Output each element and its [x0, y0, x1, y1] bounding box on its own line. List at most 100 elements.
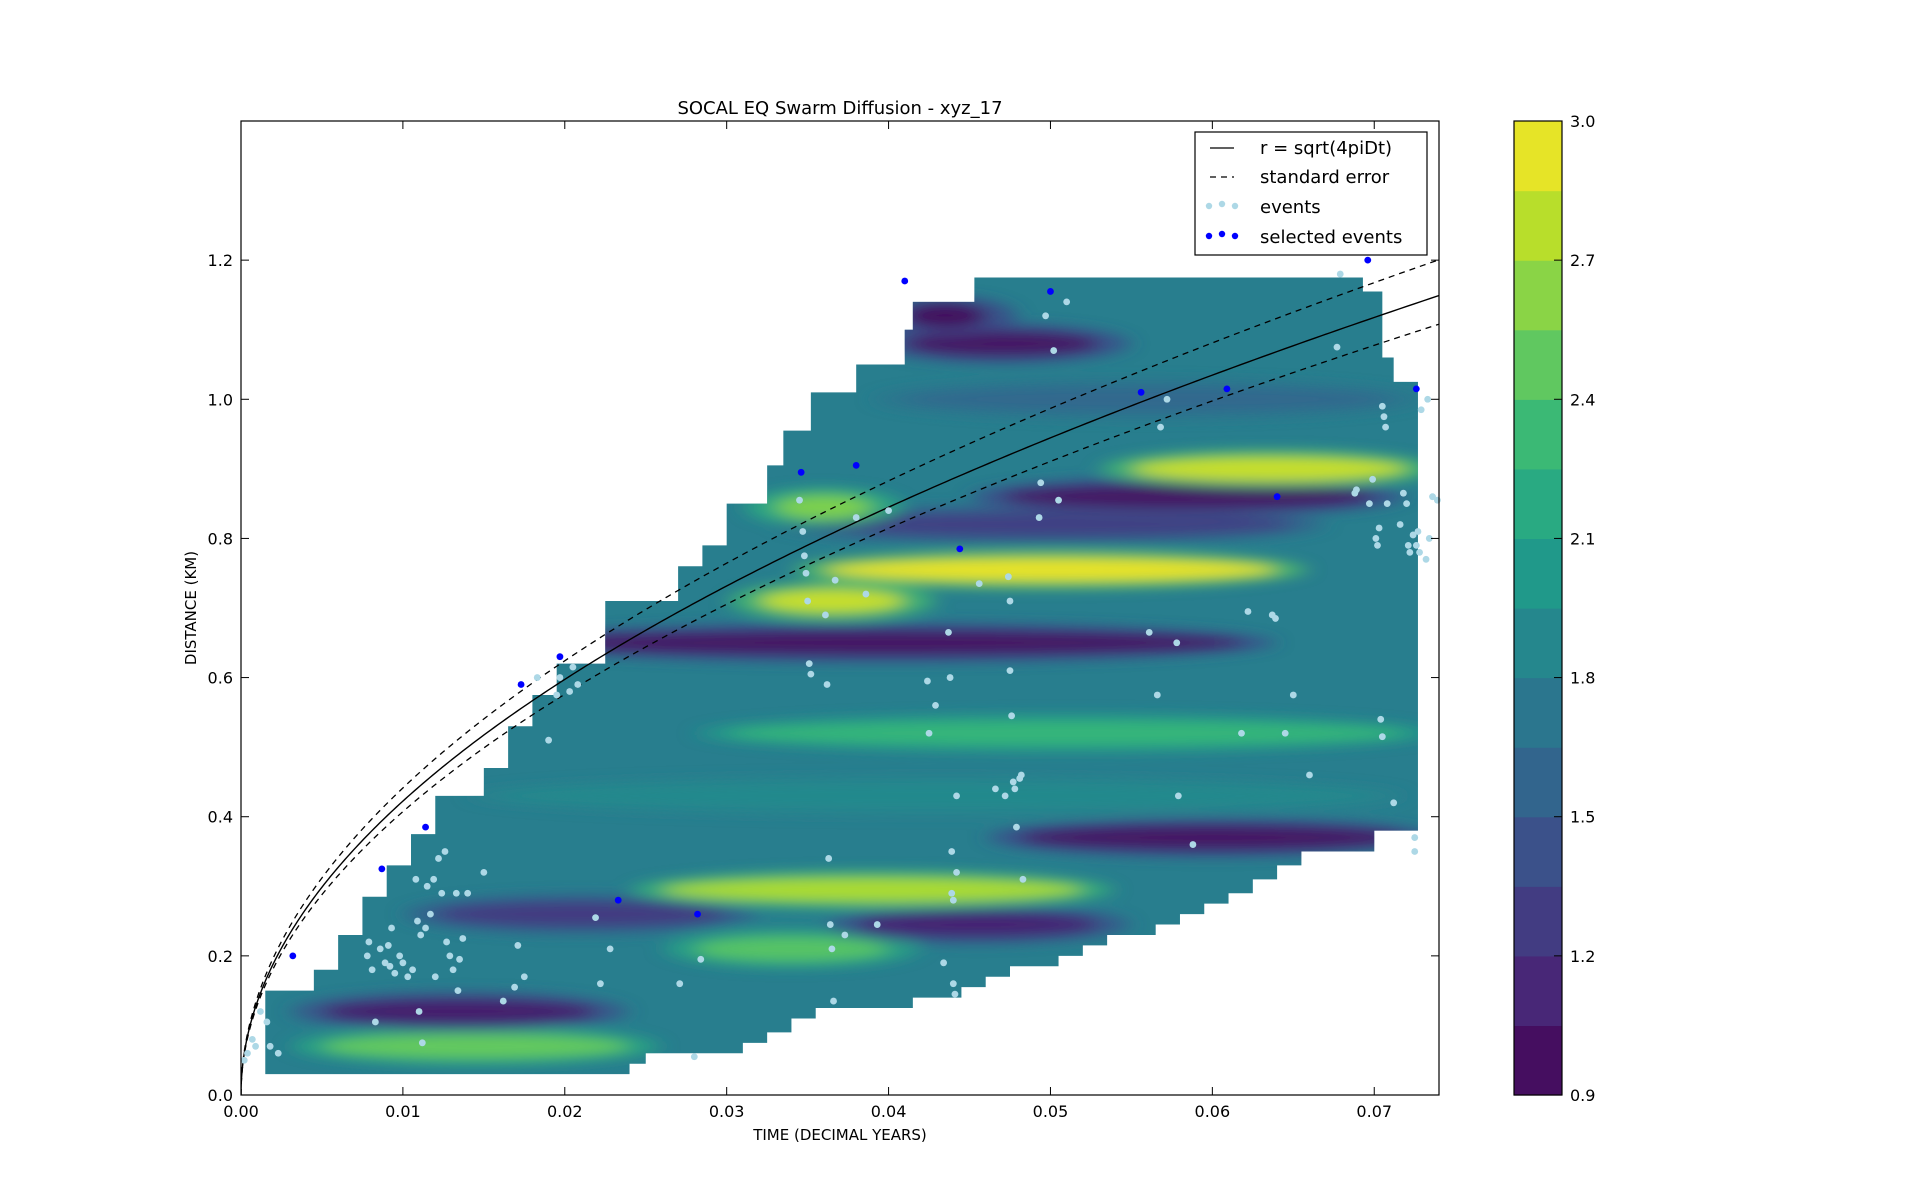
colorbar-level: [1514, 747, 1562, 818]
contour-band: [759, 589, 905, 614]
colorbar-tick-label: 2.1: [1570, 529, 1595, 548]
legend-marker-event: [1218, 200, 1226, 208]
event-point: [415, 1008, 423, 1015]
contour-band: [1018, 825, 1407, 850]
event-point: [452, 889, 460, 897]
contour-band: [856, 912, 1100, 937]
event-point: [592, 914, 599, 921]
event-point: [1404, 541, 1412, 549]
event-point: [1037, 479, 1045, 487]
event-point: [274, 1049, 282, 1057]
y-tick-label: 1.2: [208, 251, 233, 270]
event-point: [800, 552, 808, 560]
selected-event-point: [1047, 288, 1054, 295]
event-point: [386, 962, 394, 970]
colorbar-level: [1514, 468, 1562, 540]
event-point: [430, 875, 438, 883]
event-point: [384, 942, 392, 949]
event-point: [606, 945, 614, 953]
contour-band: [1001, 484, 1375, 509]
event-point: [574, 681, 582, 688]
event-point: [1365, 500, 1373, 508]
event-point: [1244, 608, 1252, 615]
event-point: [841, 931, 849, 939]
event-point: [825, 855, 833, 862]
event-point: [1006, 667, 1014, 675]
event-point: [830, 997, 837, 1005]
legend-marker-selected-event: [1231, 232, 1239, 240]
event-points: [240, 256, 1441, 1064]
event-point: [1374, 541, 1381, 549]
x-tick-label: 0.07: [1356, 1102, 1392, 1121]
legend-label: selected events: [1260, 227, 1402, 248]
event-point: [1375, 524, 1383, 532]
y-tick-label: 0.4: [208, 808, 233, 827]
event-point: [949, 980, 957, 988]
event-point: [435, 855, 442, 862]
colorbar-level: [1514, 190, 1562, 261]
event-point: [1377, 715, 1385, 723]
event-point: [1042, 312, 1050, 320]
event-point: [427, 910, 434, 918]
event-point: [831, 576, 839, 584]
event-point: [932, 702, 939, 709]
y-tick-label: 1.0: [208, 390, 233, 409]
colorbar-tick-label: 2.4: [1570, 390, 1595, 409]
event-point: [690, 1053, 698, 1061]
contour-band: [1131, 456, 1407, 481]
colorbar-tick-label: 2.7: [1570, 251, 1595, 270]
event-point: [802, 569, 810, 577]
event-point: [823, 681, 831, 688]
event-point: [480, 868, 488, 876]
event-point: [1289, 691, 1297, 699]
contour-band: [694, 936, 889, 961]
event-point: [365, 938, 373, 946]
selected-event-point: [901, 277, 909, 285]
event-point: [1004, 573, 1012, 581]
event-point: [822, 611, 829, 619]
event-point: [946, 674, 954, 681]
plot-area: [240, 256, 1441, 1095]
event-point: [566, 688, 574, 695]
event-point: [1017, 771, 1025, 779]
standard-error-curve: [241, 323, 1439, 1095]
x-ticks: 0.00 0.01 0.02 0.03 0.04 0.05 0.06 0.07: [223, 121, 1392, 1121]
event-point: [852, 514, 860, 521]
event-point: [423, 882, 431, 890]
event-point: [1011, 785, 1019, 793]
event-point: [446, 952, 454, 960]
event-point: [454, 987, 462, 995]
colorbar-level: [1514, 886, 1562, 957]
event-point: [1055, 496, 1062, 504]
colorbar-level: [1514, 538, 1562, 609]
axes-frame: [240, 120, 1440, 1096]
event-point: [953, 868, 960, 876]
selected-event-point: [614, 896, 622, 904]
event-point: [1380, 413, 1388, 421]
event-point: [456, 955, 463, 963]
event-point: [862, 590, 870, 598]
event-point: [399, 959, 407, 967]
event-point: [438, 889, 446, 897]
event-point: [805, 660, 813, 668]
event-point: [418, 1039, 426, 1047]
event-point: [511, 983, 518, 991]
event-point: [1414, 528, 1422, 535]
colorbar-level: [1514, 608, 1562, 679]
event-point: [1411, 834, 1419, 841]
event-point: [1009, 778, 1017, 786]
selected-event-point: [289, 952, 297, 960]
y-ticks: 0.0 0.2 0.4 0.6 0.8 1.0 1.2: [208, 251, 1439, 1105]
event-point: [1411, 848, 1419, 855]
x-tick-label: 0.02: [547, 1102, 583, 1121]
y-tick-label: 0.6: [208, 669, 233, 688]
event-point: [807, 670, 815, 678]
event-point: [1173, 639, 1181, 647]
event-point: [414, 917, 421, 925]
colorbar-tick-label: 1.8: [1570, 669, 1595, 688]
event-point: [1157, 423, 1164, 431]
legend-marker-event: [1205, 202, 1213, 210]
event-point: [464, 889, 472, 897]
colorbar-level: [1514, 1025, 1562, 1096]
